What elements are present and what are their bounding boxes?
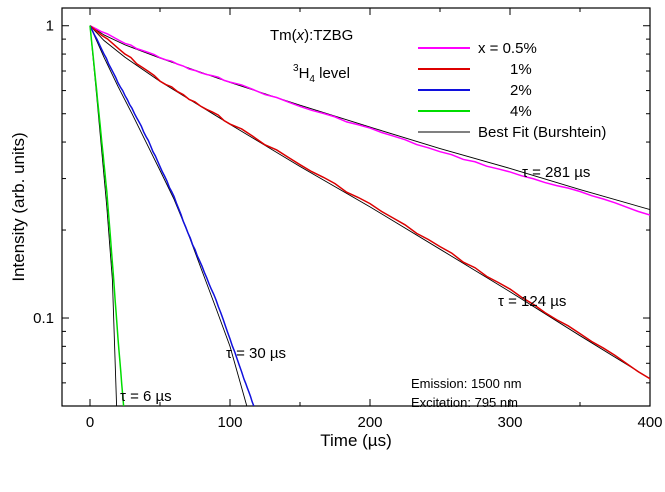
tick-layer: 0 100 200 300 400 0.1 1	[33, 8, 663, 431]
fit-line-1	[89, 25, 650, 380]
legend: x = 0.5% 1% 2% 4% Best Fit (Burshtein)	[418, 40, 606, 141]
sample-title: Tm(x):TZBG	[270, 27, 353, 44]
level-sub: 4	[309, 74, 315, 85]
y-tick-label-0: 0.1	[33, 310, 54, 327]
emission-label: Emission: 1500 nm	[411, 376, 522, 391]
excitation-label: Excitation: 795 nm	[411, 395, 518, 410]
legend-label-2: 2%	[510, 82, 532, 99]
x-axis-title: Time (µs)	[320, 431, 392, 450]
fit-line-0	[89, 25, 650, 210]
series-line-0	[89, 25, 650, 216]
title-suffix: ):TZBG	[304, 27, 353, 44]
plot-frame	[61, 7, 651, 407]
level-main: H	[299, 65, 310, 82]
tau-label-4: τ = 6 µs	[120, 388, 172, 405]
series-lines-layer	[89, 25, 650, 406]
y-tick-label-1: 1	[46, 18, 54, 35]
fit-line-3	[89, 25, 118, 406]
fit-lines-layer	[89, 25, 650, 406]
legend-label-0: x = 0.5%	[478, 40, 537, 57]
x-tick-label-4: 400	[637, 414, 662, 431]
x-tick-label-3: 300	[497, 414, 522, 431]
tau-label-2: τ = 30 µs	[226, 345, 286, 362]
tau-label-0p5: τ = 281 µs	[522, 164, 590, 181]
title-variable: x	[296, 27, 305, 44]
series-line-2	[89, 25, 255, 406]
tau-label-1: τ = 124 µs	[498, 293, 566, 310]
level-sup: 3	[293, 63, 299, 74]
legend-label-1: 1%	[510, 61, 532, 78]
fit-line-2	[89, 25, 248, 406]
legend-label-3: 4%	[510, 103, 532, 120]
level-label: 3H4 level	[293, 63, 350, 85]
series-line-3	[89, 25, 125, 406]
level-suffix: level	[315, 65, 350, 82]
x-tick-label-0: 0	[86, 414, 94, 431]
x-tick-label-1: 100	[217, 414, 242, 431]
legend-label-4: Best Fit (Burshtein)	[478, 124, 606, 141]
x-tick-label-2: 200	[357, 414, 382, 431]
y-axis-title: Intensity (arb. units)	[9, 132, 28, 281]
series-line-1	[89, 25, 650, 380]
title-prefix: Tm(	[270, 27, 297, 44]
